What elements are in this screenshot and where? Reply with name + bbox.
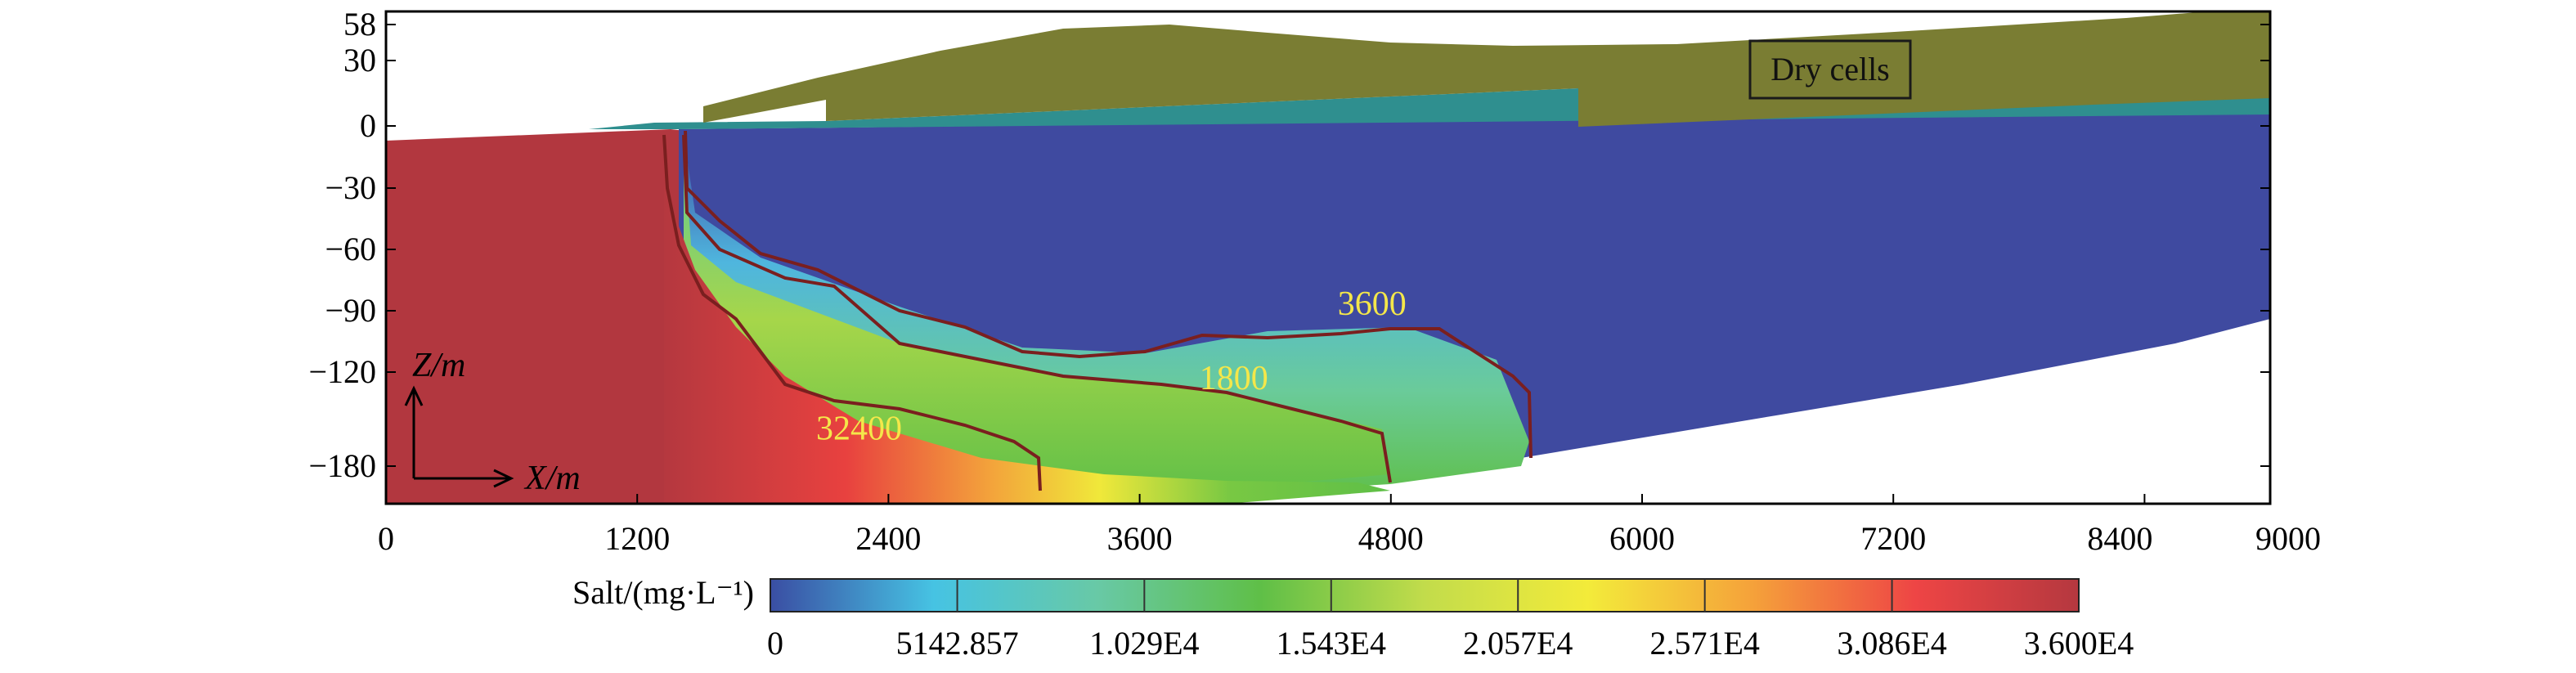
y-tick-label: −60 — [325, 231, 376, 267]
colorbar-bar — [770, 578, 2080, 612]
contour-line-1800 — [682, 134, 1392, 483]
middle-band — [684, 139, 1390, 500]
colorbar: Salt/(mg·L⁻¹) 0 5142.857 1.029E4 1.543E4 2.0… — [572, 574, 2134, 662]
contour-line-3600 — [684, 130, 1533, 459]
y-tick-label: 0 — [360, 107, 376, 144]
contour-label-1800: 1800 — [1200, 360, 1268, 397]
colorbar-tick-label: 3.086E4 — [1837, 625, 1946, 662]
plot-frame — [384, 10, 2272, 505]
x-tick-label: 7200 — [1860, 520, 1926, 557]
x-tick-label: 3600 — [1107, 520, 1173, 557]
saline-wedge — [664, 135, 1390, 504]
x-tick-label: 4800 — [1358, 520, 1424, 557]
plot-area — [386, 11, 2270, 504]
x-axis-ticks: 0 1200 2400 3600 4800 6000 7200 8400 9000 — [378, 494, 2321, 557]
y-tick-label: −30 — [325, 169, 376, 206]
x-tick-label: 1200 — [604, 520, 670, 557]
x-tick-label: 6000 — [1609, 520, 1675, 557]
contour-label-32400: 32400 — [816, 410, 902, 447]
colorbar-tick-label: 0 — [767, 625, 783, 662]
x-tick-label: 9000 — [2255, 520, 2321, 557]
contour-labels: 3600 1800 32400 — [816, 285, 1407, 447]
contour-line-32400 — [662, 134, 1042, 491]
y-tick-label: −180 — [308, 447, 376, 484]
dry-cells-label: Dry cells — [1770, 51, 1890, 87]
colorbar-tick-label: 1.543E4 — [1277, 625, 1386, 662]
dry-cells-annotation: Dry cells — [1748, 39, 1912, 100]
z-axis-label: Z/m — [412, 347, 465, 384]
axis-arrows: Z/m X/m — [404, 347, 581, 497]
x-axis-label: X/m — [523, 460, 581, 497]
x-tick-label: 2400 — [855, 520, 921, 557]
colorbar-tick-label: 3.600E4 — [2024, 625, 2134, 662]
colorbar-label: Salt/(mg·L⁻¹) — [572, 574, 754, 611]
colorbar-tick-label: 2.057E4 — [1463, 625, 1573, 662]
colorbar-tick-label: 2.571E4 — [1649, 625, 1759, 662]
colorbar-tick-label: 5142.857 — [896, 625, 1019, 662]
saline-region — [386, 129, 685, 504]
y-tick-label: −90 — [325, 292, 376, 329]
x-arrow-head — [493, 469, 514, 488]
colorbar-tick-label: 1.029E4 — [1089, 625, 1199, 662]
x-tick-label: 8400 — [2087, 520, 2152, 557]
y-tick-label: −120 — [308, 353, 376, 390]
colorbar-ticks: 0 5142.857 1.029E4 1.543E4 2.057E4 2.571E4 3.0… — [767, 579, 2134, 662]
y-tick-label: 58 — [343, 6, 376, 43]
y-tick-label: 30 — [343, 42, 376, 79]
contour-label-3600: 3600 — [1338, 285, 1407, 323]
z-arrow-head — [404, 385, 424, 406]
dry-cells-box — [1748, 39, 1912, 100]
x-tick-label: 0 — [378, 520, 394, 557]
